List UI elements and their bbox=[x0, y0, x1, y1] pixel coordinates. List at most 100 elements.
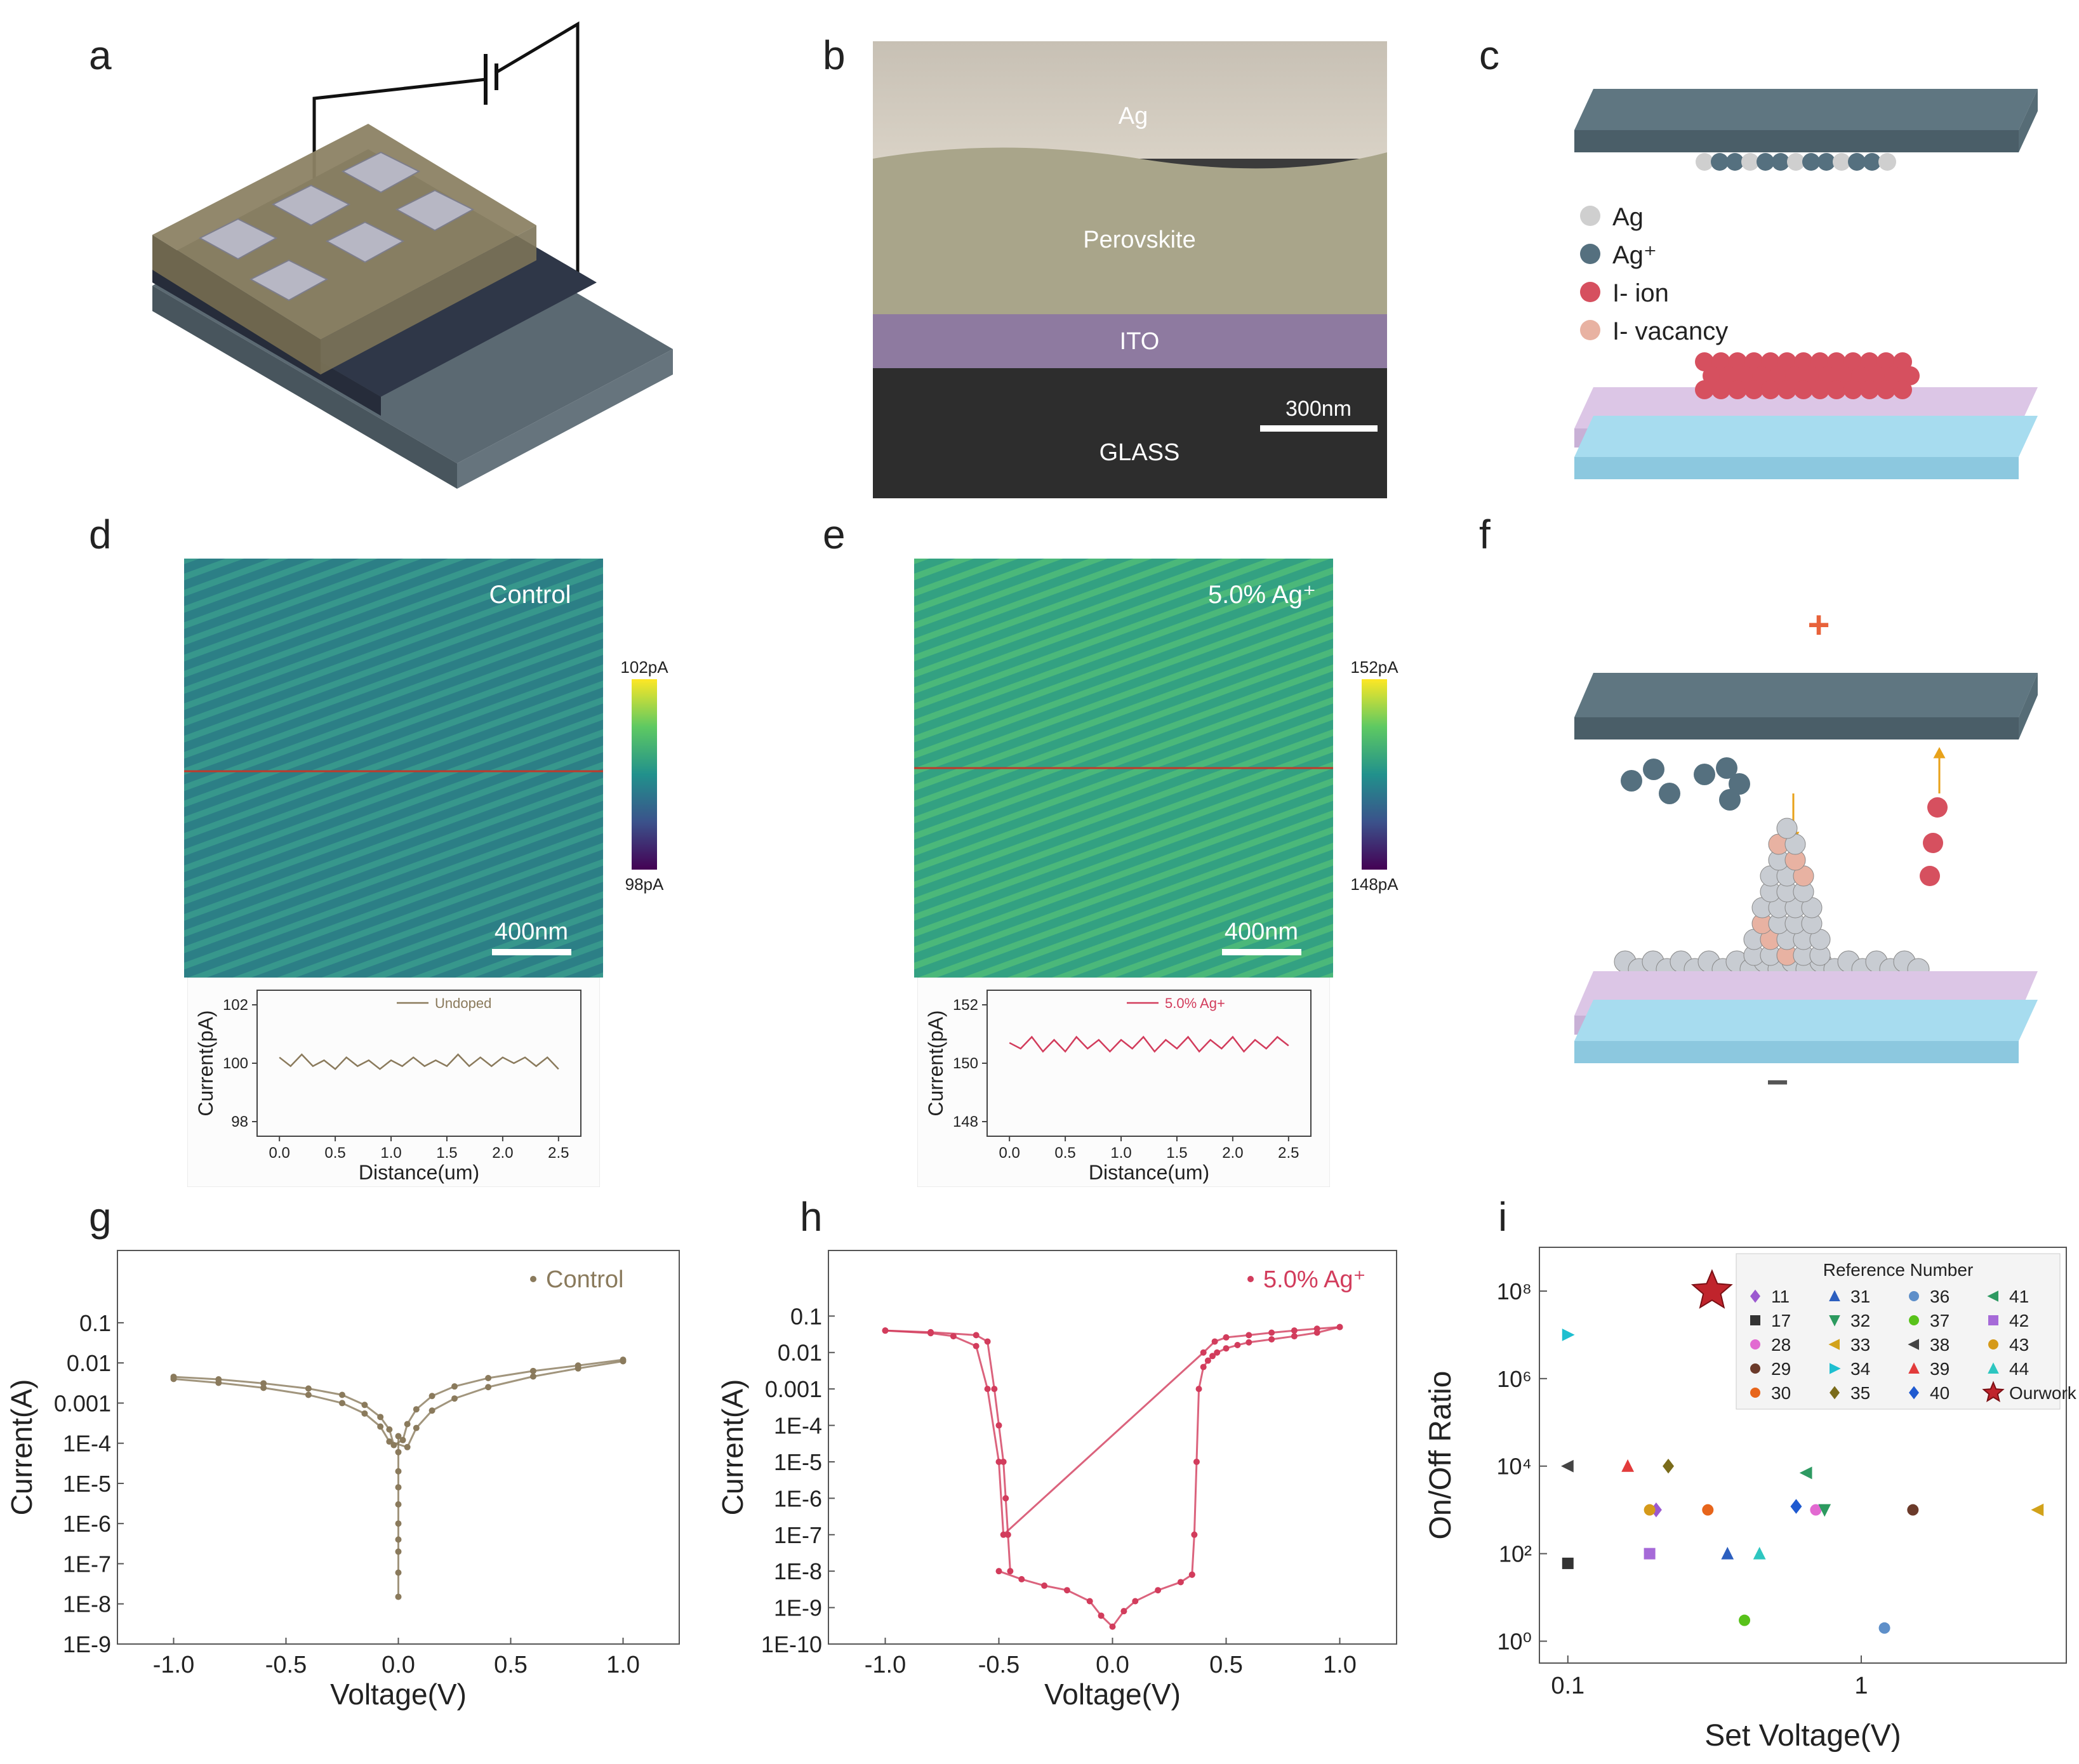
ag-ion bbox=[1878, 153, 1896, 171]
y-tick-label: 1E-9 bbox=[63, 1631, 111, 1657]
data-point bbox=[1988, 1339, 1998, 1350]
data-point bbox=[1909, 1291, 1919, 1301]
scale-bar bbox=[1222, 949, 1301, 955]
x-axis-label: Distance(um) bbox=[359, 1161, 479, 1184]
ag-ion bbox=[1757, 153, 1774, 171]
colorbar-max: 102pA bbox=[620, 658, 668, 677]
iodide-ion bbox=[1818, 366, 1837, 385]
y-tick-label: 150 bbox=[953, 1055, 978, 1072]
x-tick-label: 1.0 bbox=[1110, 1144, 1131, 1162]
y-tick-label: 98 bbox=[231, 1113, 248, 1131]
ag-ion bbox=[1741, 153, 1759, 171]
x-tick-label: 1.5 bbox=[1166, 1144, 1187, 1162]
y-tick-label: 0.01 bbox=[778, 1340, 822, 1366]
y-axis-label: Current(pA) bbox=[194, 1010, 217, 1116]
data-point bbox=[1644, 1548, 1656, 1560]
negative-terminal: − bbox=[1766, 1061, 1788, 1098]
data-point bbox=[1830, 1386, 1840, 1400]
y-tick-label: 1E-7 bbox=[63, 1551, 111, 1577]
y-tick-label: 1E-5 bbox=[774, 1449, 822, 1475]
legend-label: 29 bbox=[1771, 1359, 1791, 1379]
ag-ion bbox=[1863, 153, 1881, 171]
iodide-ion bbox=[1728, 380, 1747, 399]
legend-label: 28 bbox=[1771, 1335, 1791, 1355]
legend-ag: Ag bbox=[1612, 203, 1644, 231]
ag-ion-cloud bbox=[1621, 757, 1750, 811]
iodide-ion bbox=[1876, 380, 1896, 399]
battery-symbol bbox=[484, 54, 498, 105]
series-line bbox=[998, 1570, 1193, 1628]
data-point bbox=[882, 1327, 889, 1334]
y-axis-label: Current(pA) bbox=[924, 1010, 947, 1116]
positive-terminal: + bbox=[1807, 604, 1830, 646]
x-tick-label: 0.5 bbox=[1209, 1652, 1243, 1678]
mechanism-filament: + − bbox=[1574, 604, 2038, 1098]
mechanism-initial: Ag Ag⁺ I- ion I- vacancy bbox=[1574, 89, 2038, 479]
iodide-ion bbox=[1794, 380, 1813, 399]
data-point bbox=[1750, 1363, 1760, 1374]
legend-label: 34 bbox=[1850, 1359, 1870, 1379]
legend-label: 11 bbox=[1771, 1287, 1790, 1306]
data-point bbox=[1829, 1315, 1840, 1327]
x-tick-label: 1.0 bbox=[380, 1144, 401, 1162]
legend-label: Ourwork bbox=[2009, 1383, 2077, 1403]
legend-label: 17 bbox=[1771, 1311, 1791, 1330]
iodide-ion bbox=[1827, 380, 1846, 399]
x-tick-label: -1.0 bbox=[865, 1652, 906, 1678]
legend-label: 40 bbox=[1930, 1383, 1949, 1403]
layer-label-ag: Ag bbox=[1119, 103, 1148, 129]
data-point bbox=[1650, 1502, 1662, 1518]
legend-label: 5.0% Ag+ bbox=[1165, 995, 1225, 1011]
y-axis-label: Current(A) bbox=[5, 1379, 38, 1516]
iodide-ion-cluster bbox=[1695, 352, 1920, 399]
data-point bbox=[1909, 1386, 1919, 1400]
cafm-doped: 5.0% Ag⁺ 400nm 152pA 148pA bbox=[914, 559, 1398, 978]
x-tick-label: 0.0 bbox=[269, 1144, 289, 1162]
legend-label: 32 bbox=[1850, 1311, 1870, 1330]
ag-ion-icon bbox=[1580, 244, 1600, 264]
panel-letter-f: f bbox=[1479, 512, 1491, 557]
data-point bbox=[1818, 1504, 1831, 1517]
scale-bar bbox=[1260, 425, 1378, 432]
sem-cross-section: Ag Perovskite ITO GLASS 300nm bbox=[873, 41, 1387, 498]
legend-i-vacancy: I- vacancy bbox=[1612, 317, 1728, 345]
data-point bbox=[1908, 1362, 1920, 1374]
legend-ag-ion: Ag⁺ bbox=[1612, 241, 1657, 269]
legend-label: 36 bbox=[1930, 1287, 1949, 1306]
data-point bbox=[1690, 1269, 1733, 1309]
iodide-ion bbox=[1893, 352, 1912, 371]
y-tick-label: 0.001 bbox=[54, 1390, 111, 1416]
y-tick-label: 148 bbox=[953, 1113, 978, 1131]
panel-letter-h: h bbox=[800, 1194, 823, 1240]
benchmark-chart: 0.1 1 10⁰ 10² 10⁴ 10⁶ 10⁸ Set Voltage(V) On/Off … bbox=[1424, 1247, 2077, 1753]
data-point bbox=[170, 1376, 177, 1383]
iodide-ion bbox=[1728, 352, 1747, 371]
legend-label: 35 bbox=[1850, 1383, 1870, 1403]
panel-letter-g: g bbox=[89, 1194, 112, 1240]
data-point bbox=[1644, 1504, 1656, 1516]
colorbar bbox=[1362, 679, 1387, 870]
data-point bbox=[1560, 1459, 1574, 1473]
x-tick-label: 2.5 bbox=[548, 1144, 569, 1162]
legend-label: 5.0% Ag⁺ bbox=[1263, 1266, 1366, 1293]
panel-letter-b: b bbox=[823, 32, 846, 78]
migration-arrows bbox=[1787, 746, 1946, 844]
legend-label: 41 bbox=[2009, 1287, 2029, 1306]
scale-bar bbox=[492, 949, 571, 955]
iodide-ion bbox=[1777, 352, 1797, 371]
y-tick-label: 152 bbox=[953, 997, 978, 1014]
iodide-ion bbox=[1860, 352, 1879, 371]
series-line bbox=[885, 1329, 1011, 1572]
data-point bbox=[1830, 1363, 1841, 1374]
iodide-ion bbox=[1835, 366, 1854, 385]
y-tick-label: 1E-5 bbox=[63, 1471, 111, 1497]
iodide-ion bbox=[1744, 352, 1763, 371]
iodide-ion bbox=[1761, 380, 1780, 399]
y-tick-label: 1E-8 bbox=[63, 1591, 111, 1617]
x-tick-label: 1.0 bbox=[606, 1652, 640, 1678]
x-tick-label: 0.5 bbox=[494, 1652, 528, 1678]
iodide-ion bbox=[1761, 352, 1780, 371]
iv-chart-control: -1.0 -0.5 0.0 0.5 1.0 0.1 0.01 0.001 1E-4 1E-5 1E-… bbox=[5, 1250, 680, 1711]
profile-chart-d: 0.0 0.5 1.0 1.5 2.0 2.5 98 100 102 Distance(um) Cu… bbox=[187, 978, 600, 1187]
x-axis-label: Distance(um) bbox=[1089, 1161, 1209, 1184]
